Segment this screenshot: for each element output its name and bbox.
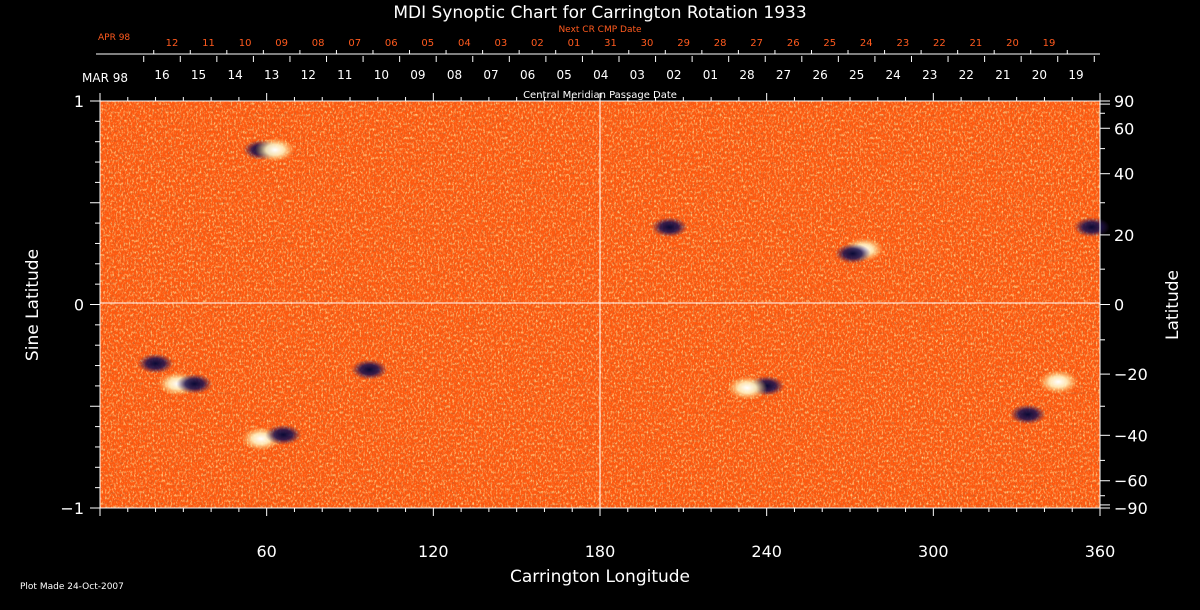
cmp-date: 12 (301, 68, 316, 82)
cmp-date: 02 (666, 68, 681, 82)
cmp-date: 15 (191, 68, 206, 82)
y-tick-label-right: −20 (1114, 365, 1148, 384)
x-tick-label: 180 (585, 542, 616, 561)
cmp-date: 05 (557, 68, 572, 82)
chart-title: MDI Synoptic Chart for Carrington Rotati… (393, 3, 806, 23)
y-tick-label-right: −40 (1114, 426, 1148, 445)
y-tick-label-right: −60 (1114, 472, 1148, 491)
y-tick-label-right: 90 (1114, 92, 1134, 111)
next-cr-date: 24 (860, 38, 873, 49)
next-cr-date: 19 (1043, 38, 1056, 49)
next-cr-date: 21 (970, 38, 983, 49)
negative-region-13 (1073, 217, 1110, 238)
cmp-date: 06 (520, 68, 535, 82)
cmp-date: 13 (264, 68, 279, 82)
y-tick-label-left: −1 (60, 499, 84, 518)
y-tick-label-right: 40 (1114, 165, 1134, 184)
negative-region-4 (137, 353, 174, 374)
next-cr-date: 10 (239, 38, 252, 49)
y-axis-label-right: Latitude (1163, 270, 1183, 340)
y-axis-label-left: Sine Latitude (23, 249, 43, 361)
cmp-date: 04 (593, 68, 608, 82)
next-cr-date: 12 (166, 38, 179, 49)
y-tick-label-left: 0 (74, 296, 84, 315)
plot-made-note: Plot Made 24-Oct-2007 (20, 582, 124, 592)
x-axis-label: Carrington Longitude (510, 567, 690, 587)
negative-region-10 (651, 217, 688, 238)
cmp-date: 28 (739, 68, 754, 82)
negative-region-15 (1009, 404, 1046, 425)
next-cr-date: 23 (896, 38, 909, 49)
positive-region-12 (255, 137, 295, 162)
y-tick-label-right: −90 (1114, 499, 1148, 518)
next-cr-date-scale: 12 11 10 09 08 07 06 05 04 03 02 01 31 30 29 28 27 26 25 24… (96, 38, 1100, 55)
next-cr-date: 11 (202, 38, 215, 49)
cmp-date: 22 (959, 68, 974, 82)
x-tick-label: 60 (256, 542, 276, 561)
cmp-date: 25 (849, 68, 864, 82)
positive-region-14 (1038, 369, 1079, 394)
cmp-date: 24 (886, 68, 901, 82)
negative-region-9 (834, 243, 871, 264)
cmp-date: 23 (922, 68, 937, 82)
cmp-date: 26 (812, 68, 827, 82)
cmp-date: 09 (410, 68, 425, 82)
x-tick-label: 300 (918, 542, 949, 561)
next-cr-date: 20 (1006, 38, 1019, 49)
next-cr-date: 05 (421, 38, 434, 49)
axes: 60 120 180 240 300 360 1 0 −1 90 60 40 20 0 −20 −40 −60 −… (60, 92, 1147, 561)
next-cr-date: 31 (604, 38, 617, 49)
active-regions (137, 137, 1110, 451)
positive-region-7 (727, 375, 768, 400)
next-cr-date: 30 (641, 38, 654, 49)
next-cr-label: Next CR CMP Date (558, 25, 642, 35)
x-tick-label: 360 (1085, 542, 1116, 561)
y-tick-label-right: 0 (1114, 296, 1124, 315)
y-tick-label-right: 60 (1114, 119, 1134, 138)
next-cr-month: APR 98 (98, 33, 130, 43)
cmp-date: 20 (1032, 68, 1047, 82)
next-cr-date: 04 (458, 38, 471, 49)
next-cr-date: 28 (714, 38, 727, 49)
next-cr-date: 02 (531, 38, 544, 49)
cmp-date: 07 (483, 68, 498, 82)
cmp-date-scale: 16 15 14 13 12 11 10 09 08 07 06 05 04 03 02 01 28 27 26 25… (143, 56, 1095, 82)
next-cr-date: 27 (750, 38, 763, 49)
cmp-date: 21 (995, 68, 1010, 82)
negative-region-1 (176, 373, 213, 394)
cmp-date: 19 (1068, 68, 1083, 82)
cmp-date: 03 (630, 68, 645, 82)
negative-region-3 (265, 424, 302, 445)
negative-region-5 (351, 359, 388, 380)
next-cr-date: 26 (787, 38, 800, 49)
cmp-date: 10 (374, 68, 389, 82)
x-tick-label: 120 (418, 542, 449, 561)
plot-area (99, 100, 1110, 509)
cmp-date: 14 (227, 68, 242, 82)
next-cr-date: 08 (312, 38, 325, 49)
x-tick-label: 240 (751, 542, 782, 561)
next-cr-date: 22 (933, 38, 946, 49)
next-cr-date: 25 (823, 38, 836, 49)
next-cr-date: 09 (275, 38, 288, 49)
next-cr-date: 06 (385, 38, 398, 49)
cmp-date: 27 (776, 68, 791, 82)
y-tick-label-right: 20 (1114, 226, 1134, 245)
cmp-date: 08 (447, 68, 462, 82)
cmp-date: 11 (337, 68, 352, 82)
cmp-date: 16 (154, 68, 169, 82)
cmp-month: MAR 98 (82, 71, 128, 85)
cmp-date: 01 (703, 68, 718, 82)
next-cr-date: 01 (568, 38, 581, 49)
next-cr-date: 07 (348, 38, 361, 49)
next-cr-date: 03 (495, 38, 508, 49)
next-cr-date: 29 (677, 38, 690, 49)
y-tick-label-left: 1 (74, 92, 84, 111)
